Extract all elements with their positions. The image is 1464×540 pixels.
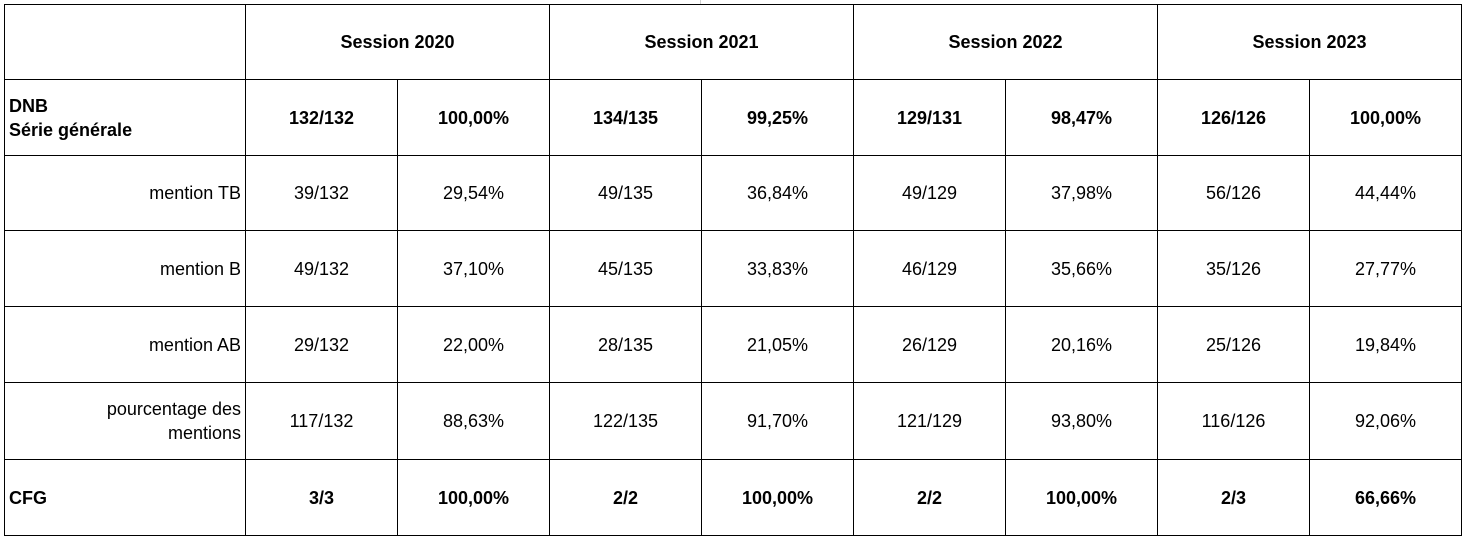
table-row-mention-ab: mention AB 29/132 22,00% 28/135 21,05% 2… [4,306,1462,383]
table-cell: 134/135 [549,79,702,156]
row-label-line: DNB [9,95,48,116]
table-cell: 100,00% [1005,459,1158,536]
row-label-mention-ab: mention AB [4,306,246,383]
table-row-mention-tb: mention TB 39/132 29,54% 49/135 36,84% 4… [4,155,1462,231]
row-label-mention-tb: mention TB [4,155,246,231]
header-row: Session 2020 Session 2021 Session 2022 S… [4,4,1462,80]
table-cell: 2/2 [853,459,1006,536]
table-cell: 92,06% [1309,382,1462,460]
table-cell: 100,00% [701,459,854,536]
row-label-dnb: DNB Série générale [4,79,246,156]
table-cell: 3/3 [245,459,398,536]
table-cell: 26/129 [853,306,1006,383]
table-cell: 29/132 [245,306,398,383]
table-cell: 44,44% [1309,155,1462,231]
table-row-dnb: DNB Série générale 132/132 100,00% 134/1… [4,79,1462,156]
table-cell: 100,00% [397,459,550,536]
table-cell: 2/2 [549,459,702,536]
table-row-pourcentage: pourcentage des mentions 117/132 88,63% … [4,382,1462,460]
table-cell: 122/135 [549,382,702,460]
table-cell: 37,98% [1005,155,1158,231]
table-cell: 2/3 [1157,459,1310,536]
table-cell: 49/129 [853,155,1006,231]
table-cell: 28/135 [549,306,702,383]
table-cell: 29,54% [397,155,550,231]
session-2020-header: Session 2020 [245,4,550,80]
table-cell: 19,84% [1309,306,1462,383]
table-cell: 129/131 [853,79,1006,156]
table-cell: 126/126 [1157,79,1310,156]
table-cell: 66,66% [1309,459,1462,536]
table-cell: 37,10% [397,230,550,307]
table-cell: 100,00% [1309,79,1462,156]
table-cell: 100,00% [397,79,550,156]
table-cell: 132/132 [245,79,398,156]
table-cell: 121/129 [853,382,1006,460]
table-cell: 27,77% [1309,230,1462,307]
table-cell: 21,05% [701,306,854,383]
row-label-line: pourcentage des [106,399,241,419]
gridline-fragment [700,0,701,4]
table-row-cfg: CFG 3/3 100,00% 2/2 100,00% 2/2 100,00% … [4,459,1462,536]
header-empty-cell [4,4,246,80]
row-label-pourcentage: pourcentage des mentions [4,382,246,460]
table-cell: 56/126 [1157,155,1310,231]
table-cell: 99,25% [701,79,854,156]
session-2021-header: Session 2021 [549,4,854,80]
table-cell: 22,00% [397,306,550,383]
session-2022-header: Session 2022 [853,4,1158,80]
table-cell: 98,47% [1005,79,1158,156]
table-cell: 88,63% [397,382,550,460]
table-cell: 49/135 [549,155,702,231]
table-cell: 25/126 [1157,306,1310,383]
table-cell: 35,66% [1005,230,1158,307]
row-label-line: mentions [167,423,241,443]
table-cell: 45/135 [549,230,702,307]
row-label-cfg: CFG [4,459,246,536]
table-row-mention-b: mention B 49/132 37,10% 45/135 33,83% 46… [4,230,1462,307]
table-cell: 39/132 [245,155,398,231]
table-cell: 46/129 [853,230,1006,307]
row-label-line: Série générale [9,119,133,140]
table-cell: 33,83% [701,230,854,307]
row-label-mention-b: mention B [4,230,246,307]
table-cell: 91,70% [701,382,854,460]
table-cell: 36,84% [701,155,854,231]
table-cell: 20,16% [1005,306,1158,383]
table-cell: 35/126 [1157,230,1310,307]
table-cell: 93,80% [1005,382,1158,460]
table-cell: 49/132 [245,230,398,307]
table-cell: 117/132 [245,382,398,460]
table-cell: 116/126 [1157,382,1310,460]
results-table: Session 2020 Session 2021 Session 2022 S… [4,4,1462,536]
session-2023-header: Session 2023 [1157,4,1462,80]
